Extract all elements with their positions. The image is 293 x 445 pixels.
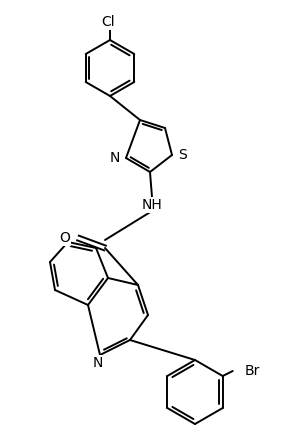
Text: N: N	[93, 356, 103, 370]
Text: NH: NH	[142, 198, 162, 212]
Text: Cl: Cl	[101, 15, 115, 29]
Text: N: N	[110, 151, 120, 165]
Text: Br: Br	[245, 364, 260, 378]
Text: O: O	[59, 231, 70, 245]
Text: S: S	[178, 148, 187, 162]
